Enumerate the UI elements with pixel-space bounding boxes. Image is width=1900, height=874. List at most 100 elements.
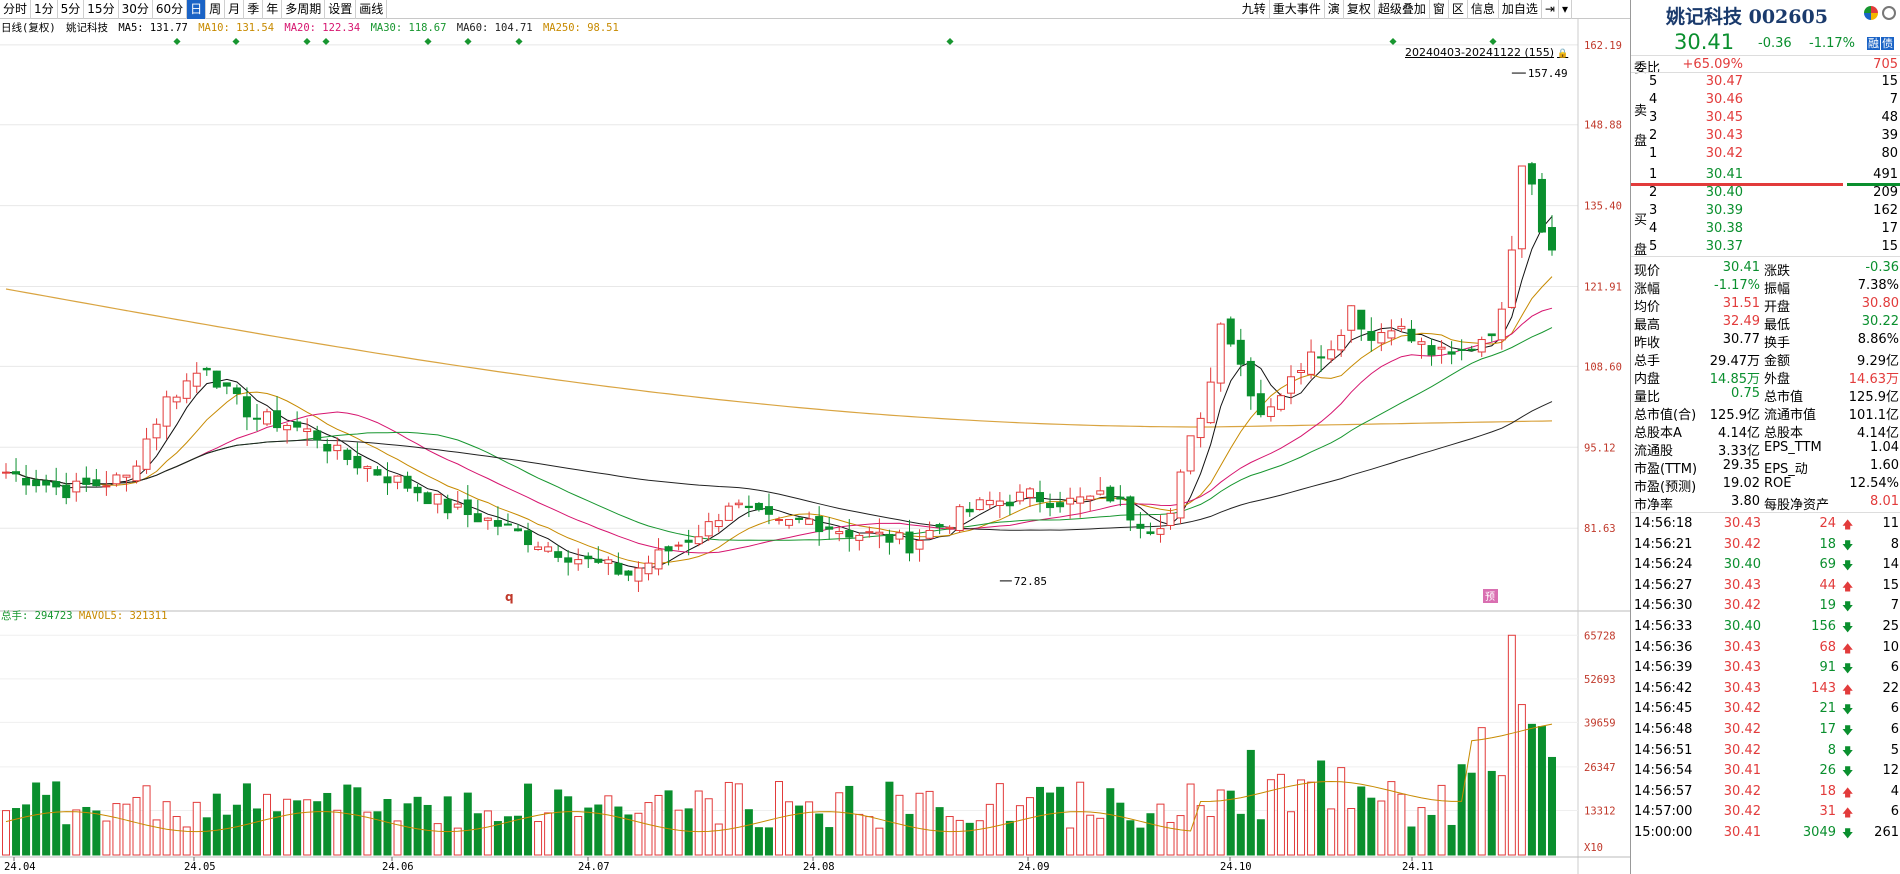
period-tab-8[interactable]: 月 [225,0,245,19]
date-range-selector[interactable]: 20240403-20241122 (155) 🔒 [1405,46,1568,59]
volume-bar [805,801,814,856]
ask-row: 1 30.42 80 [1631,145,1900,163]
kline-chart[interactable]: 162.19 148.88 135.40 121.91 108.60 95.12 81.63… [0,19,1630,874]
candle-body [152,423,161,439]
stat-value: 30.80 [1861,296,1899,311]
volume-bar [734,783,743,856]
candle-body [453,503,462,508]
period-tab-6[interactable]: 日 [187,0,207,19]
candle-body [1327,349,1336,360]
period-tab-5[interactable]: 60分 [153,0,188,19]
color-wheel-icon[interactable] [1864,6,1878,20]
tool-button-0[interactable]: 九转 [1239,0,1270,19]
gear-icon[interactable] [1882,6,1896,20]
tool-button-1[interactable]: 重大事件 [1270,0,1325,19]
candle-body [574,559,583,565]
tick-count: 14 [1882,557,1899,573]
period-tab-10[interactable]: 年 [263,0,283,19]
volume-bar [182,826,191,856]
candle-body [704,521,713,537]
candle-body [443,498,452,514]
candle-body [513,528,522,532]
candle-body [22,477,31,486]
volume-bar [323,792,332,856]
low-price-label: 72.85 [1014,575,1047,588]
stat-label: 流通市值 [1764,408,1817,423]
volume-bar [714,823,723,856]
candle-body [1507,249,1516,308]
bond-tag[interactable]: 债 [1881,37,1894,50]
candle-body [584,555,593,560]
tool-button-7[interactable]: 信息 [1468,0,1499,19]
period-tab-0[interactable]: 分时 [0,0,32,19]
volume-bar [313,801,322,856]
stat-row: 市净率 3.80 每股净资产 8.01 [1631,493,1900,513]
candle-body [1086,495,1095,501]
tool-button-10[interactable]: ▾ [1559,0,1572,19]
stat-value: 30.22 [1861,314,1899,329]
volume-bar [524,783,533,856]
arrow-down-icon: 🡇 [1842,621,1854,634]
tick-count: 5 [1890,742,1899,758]
lock-icon[interactable]: 🔒 [1557,49,1569,59]
period-tab-2[interactable]: 5分 [58,0,85,19]
kline-chart-canvas[interactable]: 162.19 148.88 135.40 121.91 108.60 95.12 81.63… [0,19,1630,874]
period-tab-3[interactable]: 15分 [84,0,119,19]
stat-value: -1.17% [1714,278,1760,293]
tool-button-9[interactable]: ⇥ [1542,0,1559,19]
period-tab-1[interactable]: 1分 [31,0,58,19]
trade-tick-row: 14:57:00 30.42 31 🡅 6 [1631,803,1900,821]
period-tab-9[interactable]: 季 [244,0,264,19]
candle-body [624,570,633,576]
candle-body [32,479,41,487]
legend-ma250: MA250: 98.51 [542,22,619,34]
candle-body [1477,339,1486,353]
volume-bar [202,817,211,856]
candle-body [273,410,282,429]
stat-row: 现价 30.41 涨跌 -0.36 [1631,259,1900,279]
volume-bar [1196,805,1205,856]
volume-bar [1307,781,1316,856]
margin-tag[interactable]: 融 [1867,37,1880,50]
tool-button-8[interactable]: 加自选 [1499,0,1542,19]
volume-bar [373,811,382,856]
volume-bar [1497,775,1506,856]
legend-ma30: MA30: 118.67 [370,22,447,34]
tool-button-3[interactable]: 复权 [1344,0,1375,19]
tick-volume: 26 [1819,763,1836,779]
tick-price: 30.43 [1723,516,1761,531]
tool-button-5[interactable]: 窗 [1430,0,1449,19]
trade-tick-row: 14:56:57 30.42 18 🡅 4 [1631,783,1900,801]
arrow-down-icon: 🡇 [1842,827,1854,840]
tool-button-2[interactable]: 演 [1325,0,1344,19]
volume-bar [1186,783,1195,856]
candle-body [564,557,573,563]
candle-body [714,520,723,528]
candle-body [1226,318,1235,345]
header-icons [1864,6,1896,20]
volume-bar [1015,805,1024,856]
volume-bar [1236,813,1245,856]
period-tab-11[interactable]: 多周期 [282,0,326,19]
volume-bar [112,803,121,856]
trade-tick-row: 14:56:48 30.42 17 🡇 6 [1631,721,1900,739]
volume-bar [1327,808,1336,856]
volume-bar [724,781,733,856]
candle-body [534,546,543,550]
stat-label: 总股本A [1634,426,1682,441]
period-tab-4[interactable]: 30分 [119,0,153,19]
volume-bar [72,809,81,856]
period-tab-7[interactable]: 周 [206,0,226,19]
period-tab-13[interactable]: 画线 [356,0,388,19]
volume-total: 总手: 294723 [1,610,73,622]
period-tab-12[interactable]: 设置 [325,0,357,19]
tool-button-6[interactable]: 区 [1449,0,1468,19]
volume-bar [453,827,462,856]
volume-bar [1146,813,1155,856]
tick-volume: 156 [1811,619,1836,634]
bid-volume: 209 [1873,185,1898,200]
volume-bar [1276,773,1285,856]
date-label: 24.11 [1402,861,1434,873]
signal-diamond [1389,37,1397,46]
tool-button-4[interactable]: 超级叠加 [1375,0,1430,19]
